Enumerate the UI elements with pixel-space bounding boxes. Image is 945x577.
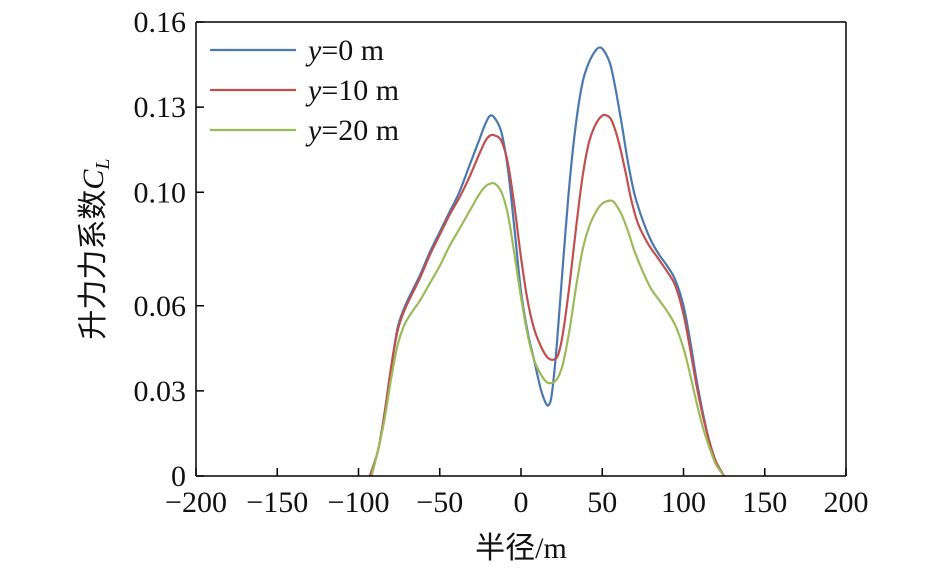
series-lines <box>368 46 726 476</box>
plot-frame <box>195 21 847 477</box>
y-axis-label-symbol: C <box>77 169 110 190</box>
y-axis-label-subscript: L <box>92 158 114 170</box>
series-line-0 <box>368 46 726 476</box>
series-line-2 <box>370 181 726 476</box>
y-axis-label-text: 升力力系数 <box>77 190 110 340</box>
x-tick-label: −50 <box>416 486 463 519</box>
x-tick-label: 0 <box>514 486 529 519</box>
x-tick-label: −200 <box>165 486 227 519</box>
x-axis-label: 半径/m <box>475 532 567 565</box>
y-axis-ticks: 0 0.03 0.06 0.10 0.13 0.16 <box>134 6 204 493</box>
x-tick-label: 100 <box>661 486 706 519</box>
series-line-1 <box>368 113 726 476</box>
y-tick-label: 0 <box>171 460 186 493</box>
legend-label-2: y=20 m <box>305 114 399 147</box>
y-tick-label: 0.10 <box>134 176 187 209</box>
x-tick-label: 200 <box>824 486 869 519</box>
x-tick-label: 150 <box>742 486 787 519</box>
legend-label-0: y=0 m <box>305 34 384 67</box>
y-tick-label: 0.03 <box>134 375 187 408</box>
y-tick-label: 0.06 <box>134 290 187 323</box>
x-axis-ticks: −200 −150 −100 −50 0 50 100 150 200 <box>165 468 869 519</box>
y-tick-label: 0.16 <box>134 6 187 39</box>
y-tick-label: 0.13 <box>134 91 187 124</box>
x-tick-label: 50 <box>587 486 617 519</box>
y-axis-label: 升力力系数CL <box>77 158 114 339</box>
x-tick-label: −150 <box>246 486 308 519</box>
legend: y=0 m y=10 m y=20 m <box>210 34 399 147</box>
legend-label-1: y=10 m <box>305 74 399 107</box>
x-tick-label: −100 <box>328 486 390 519</box>
